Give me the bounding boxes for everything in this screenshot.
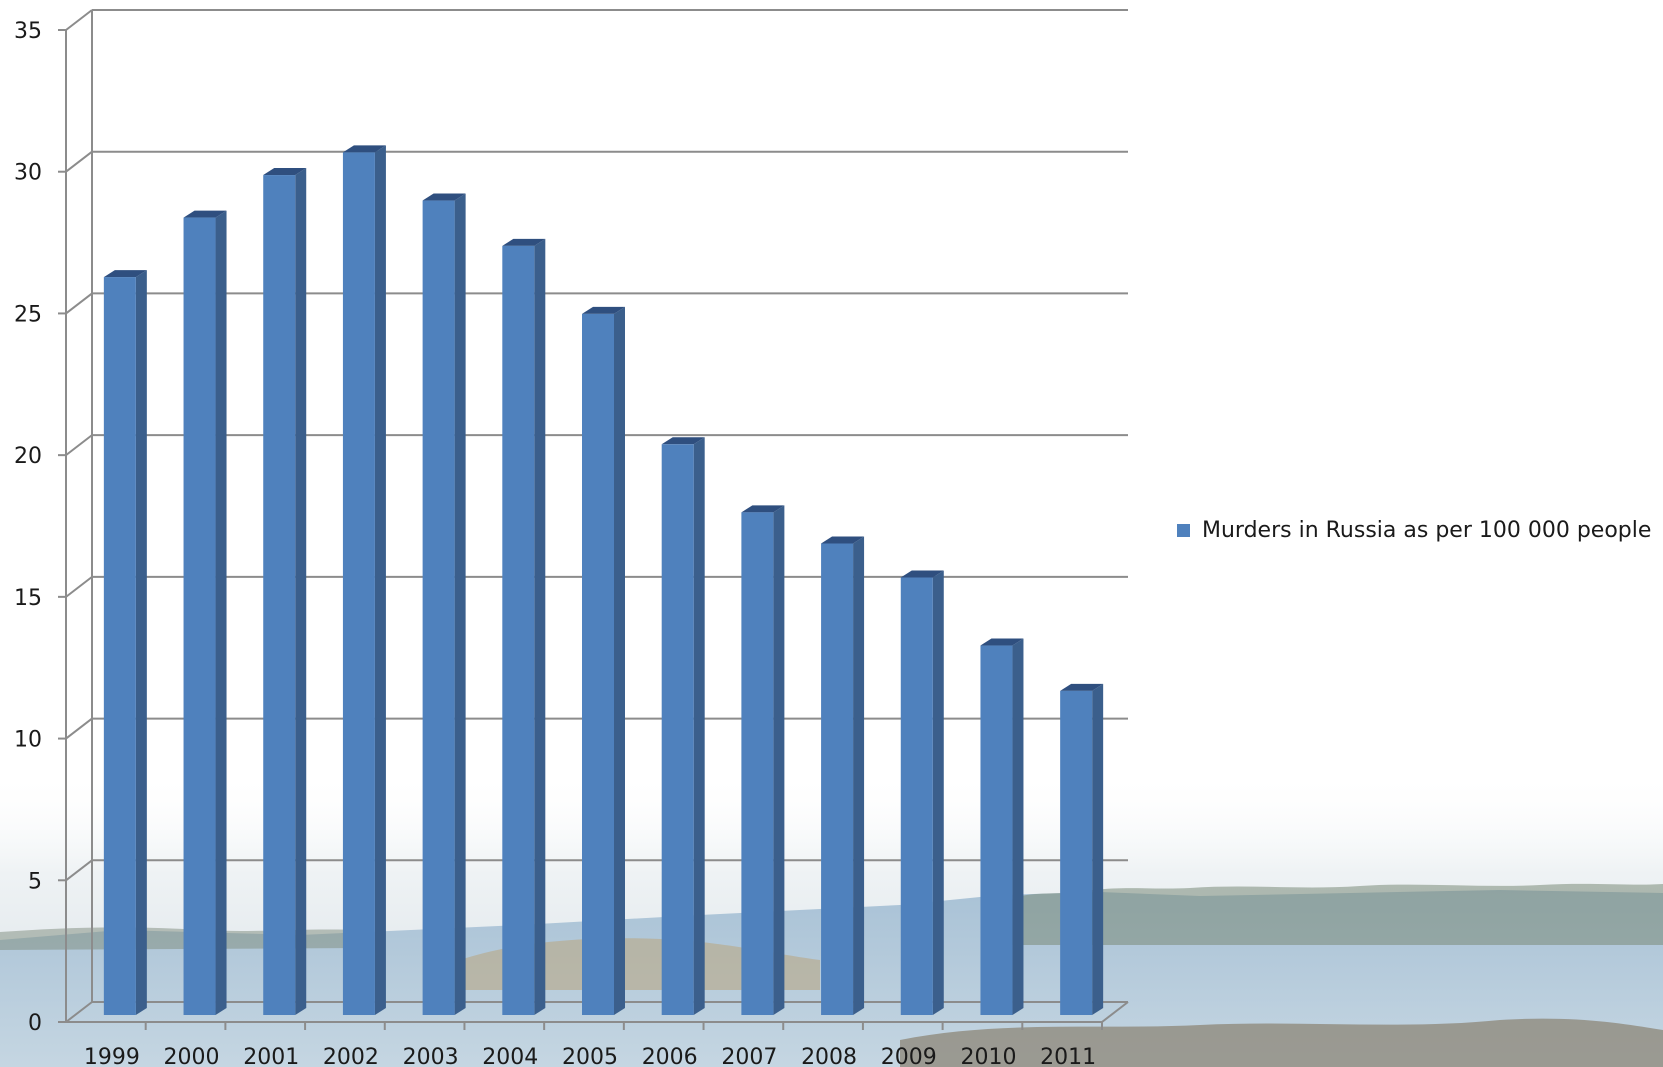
gridline-side (65, 576, 93, 598)
gridline-side (65, 150, 93, 173)
x-tick-label: 2004 (482, 1045, 538, 1067)
bar-side (932, 570, 944, 1015)
x-tick-label: 2000 (164, 1045, 220, 1067)
bar-top (502, 238, 546, 246)
gridline-side (65, 9, 93, 31)
x-tick-label: 2010 (960, 1045, 1016, 1067)
gridline-side (65, 717, 93, 740)
gridline-side (65, 859, 93, 882)
bar-top (103, 270, 147, 278)
plot-area: 0 5 10 15 20 25 30 35 1999 2000 2001 2002 2003 2004 20… (14, 9, 1129, 1067)
bar-top (741, 505, 785, 513)
legend-swatch (1177, 524, 1190, 537)
bar (263, 175, 296, 1016)
bar-side (853, 536, 865, 1015)
y-tick-label: 10 (14, 728, 42, 753)
bar (183, 217, 216, 1015)
bar (502, 245, 535, 1015)
y-tick-label: 15 (14, 586, 42, 611)
x-tick-label: 2006 (642, 1045, 698, 1067)
legend-label: Murders in Russia as per 100 000 people (1202, 518, 1652, 543)
bar (342, 152, 375, 1015)
bar (900, 577, 933, 1015)
x-tick-label: 2003 (403, 1045, 459, 1067)
y-tick-label: 25 (14, 302, 42, 327)
bar (103, 277, 136, 1016)
y-tick-label: 0 (28, 1011, 42, 1036)
gridline-side (65, 292, 93, 315)
bar-side (135, 270, 147, 1016)
floor-edge (1101, 1001, 1129, 1023)
bar-top (980, 638, 1024, 646)
legend: Murders in Russia as per 100 000 people (1177, 518, 1651, 543)
bar-top (1060, 683, 1104, 691)
bar (821, 543, 854, 1015)
x-tick-label: 2007 (721, 1045, 777, 1067)
y-tick-label: 5 (28, 869, 42, 894)
x-tick-label: 2008 (801, 1045, 857, 1067)
bar-side (534, 238, 546, 1015)
y-tick-label: 30 (14, 161, 42, 186)
y-tick-label: 20 (14, 444, 42, 469)
bar-side (374, 145, 386, 1015)
bar (741, 512, 774, 1015)
bar (422, 200, 455, 1015)
bar-top (900, 570, 944, 578)
bar-top (183, 210, 227, 218)
bar (582, 313, 614, 1016)
x-tick-label: 2001 (243, 1045, 299, 1067)
x-tick-label: 1999 (84, 1045, 140, 1067)
bar-side (693, 437, 705, 1015)
x-tick-label: 2005 (562, 1045, 618, 1067)
x-tick-label: 2002 (323, 1045, 379, 1067)
bar-top (263, 168, 307, 176)
bar-top (582, 306, 625, 314)
x-tick-label: 2009 (881, 1045, 937, 1067)
gridline-side (65, 434, 93, 456)
x-tick-label: 2011 (1040, 1045, 1096, 1067)
bar-top (422, 193, 466, 201)
bar-side (614, 306, 625, 1016)
bar-top (821, 536, 865, 544)
bar-side (215, 210, 227, 1015)
y-tick-label: 35 (14, 19, 42, 44)
gridline-side (65, 1001, 93, 1023)
bar-side (773, 505, 785, 1015)
bar-side (295, 168, 307, 1016)
bar (661, 444, 694, 1015)
bar-top (661, 437, 705, 445)
bar (1060, 690, 1093, 1015)
bar (980, 645, 1013, 1015)
bar-side (1012, 638, 1024, 1015)
bar-side (454, 193, 466, 1015)
bar-side (1092, 683, 1104, 1015)
bar-top (342, 145, 386, 153)
